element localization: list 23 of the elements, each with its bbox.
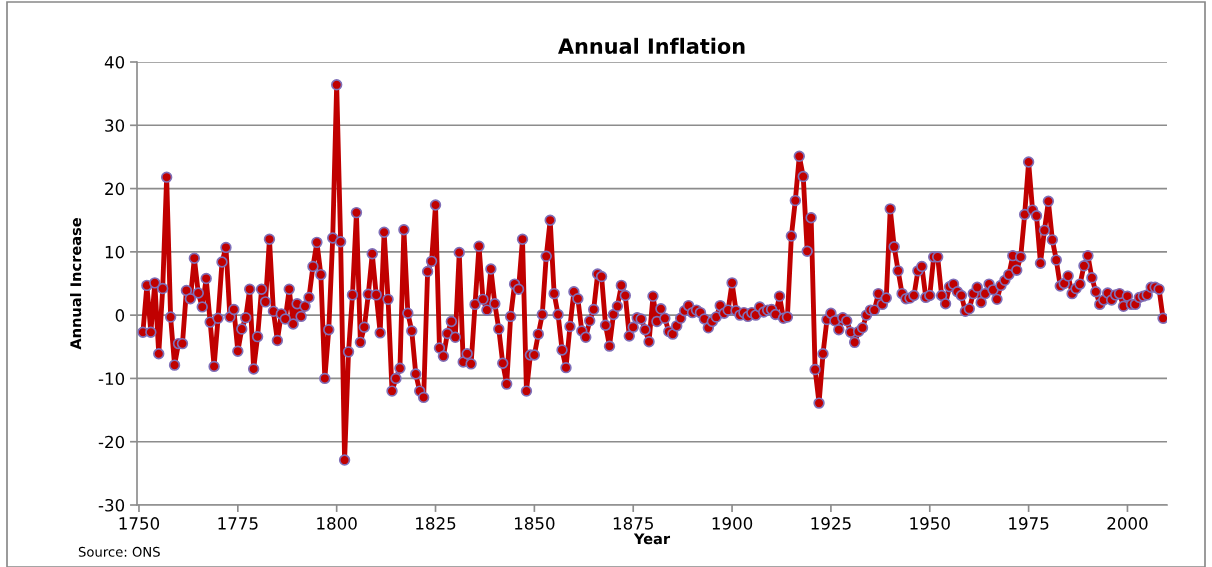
y-tick-label: 30	[105, 119, 125, 132]
x-tick-label: 1875	[613, 517, 653, 530]
y-tick-label: 40	[104, 55, 125, 69]
source-note: Source: ONS	[78, 546, 160, 557]
x-tick-label: 1900	[712, 517, 753, 530]
y-axis-title: Annual Increase	[69, 218, 82, 350]
x-tick-label: 1800	[317, 517, 357, 530]
y-tick-label: -30	[98, 498, 125, 512]
x-tick-label: 1950	[910, 517, 950, 530]
x-tick-label: 1925	[811, 517, 851, 530]
y-tick-label: -20	[98, 435, 125, 449]
x-tick-label: 1750	[119, 517, 160, 530]
x-tick-label: 1775	[218, 517, 258, 530]
chart-title: Annual Inflation	[558, 37, 745, 54]
y-tick-label: 20	[105, 182, 125, 196]
x-tick-label: 1825	[416, 517, 456, 530]
y-tick-label: 0	[115, 309, 125, 322]
x-tick-label: 1975	[1009, 517, 1049, 530]
y-tick-label: 10	[105, 245, 125, 259]
y-tick-label: -10	[98, 372, 125, 385]
x-axis-title: Year	[633, 533, 671, 545]
x-tick-label: 2000	[1107, 517, 1148, 530]
x-tick-label: 1850	[514, 517, 555, 530]
